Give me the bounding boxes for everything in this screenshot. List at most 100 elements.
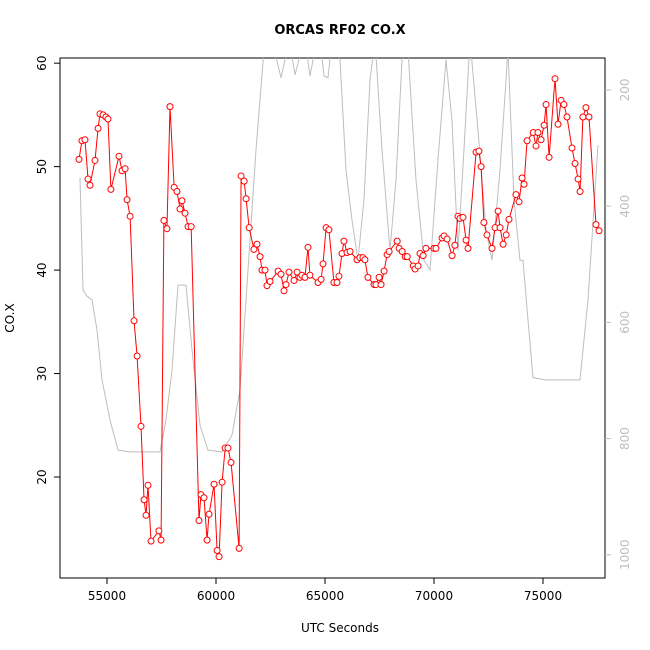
point	[448, 252, 456, 260]
point	[277, 270, 285, 278]
point	[480, 219, 488, 227]
point	[464, 244, 472, 252]
point	[94, 124, 102, 132]
point	[266, 277, 274, 285]
point	[403, 253, 411, 261]
point	[499, 240, 507, 248]
point	[502, 231, 510, 239]
point	[335, 272, 343, 280]
point	[245, 224, 253, 232]
point	[133, 352, 141, 360]
point	[443, 235, 451, 243]
point	[250, 245, 258, 253]
point	[380, 267, 388, 275]
point	[393, 237, 401, 245]
point	[218, 478, 226, 486]
y2-tick-label: 600	[618, 311, 632, 334]
point	[86, 181, 94, 189]
point	[451, 241, 459, 249]
point	[137, 422, 145, 430]
point	[554, 120, 562, 128]
y2-tick-label: 800	[618, 427, 632, 450]
point	[340, 237, 348, 245]
point	[282, 281, 290, 289]
point	[518, 174, 526, 182]
point	[285, 268, 293, 276]
point	[377, 281, 385, 289]
point	[142, 511, 150, 519]
plot-frame	[59, 57, 606, 579]
point	[505, 215, 513, 223]
point	[115, 152, 123, 160]
plot-area	[75, 58, 603, 561]
point	[483, 231, 491, 239]
x-tick-label: 65000	[306, 589, 344, 603]
point	[205, 510, 213, 518]
point	[595, 227, 603, 235]
y2-tick-label: 1000	[618, 539, 632, 570]
point	[163, 225, 171, 233]
point	[537, 136, 545, 144]
point	[515, 198, 523, 206]
point	[551, 75, 559, 83]
point	[181, 209, 189, 217]
point	[414, 262, 422, 270]
x-axis-label: UTC Seconds	[301, 621, 379, 635]
point	[560, 101, 568, 109]
point	[592, 221, 600, 229]
point	[227, 459, 235, 467]
point	[293, 268, 301, 276]
point	[91, 156, 99, 164]
chart-title: ORCAS RF02 CO.X	[274, 23, 405, 38]
y-tick-label: 40	[35, 262, 49, 277]
x-tick-label: 60000	[197, 589, 235, 603]
point	[240, 177, 248, 185]
point	[290, 276, 298, 284]
point	[520, 180, 528, 188]
point	[319, 260, 327, 268]
point	[126, 212, 134, 220]
point	[563, 113, 571, 121]
point	[346, 247, 354, 255]
series-line	[79, 58, 599, 453]
point	[540, 121, 548, 129]
point	[462, 236, 470, 244]
point	[200, 494, 208, 502]
point	[195, 516, 203, 524]
point	[432, 244, 440, 252]
point	[187, 223, 195, 231]
x-tick-label: 75000	[524, 589, 562, 603]
point	[576, 187, 584, 195]
point	[542, 101, 550, 109]
point	[166, 103, 174, 111]
point	[155, 527, 163, 535]
point	[261, 266, 269, 274]
point	[242, 195, 250, 203]
y-axis-label: CO.X	[3, 303, 17, 332]
point	[494, 207, 502, 215]
point	[459, 213, 467, 221]
y-tick-label: 50	[35, 159, 49, 174]
point	[532, 142, 540, 150]
y-tick-label: 20	[35, 469, 49, 484]
point	[130, 317, 138, 325]
point	[534, 128, 542, 136]
point	[477, 163, 485, 171]
point	[215, 553, 223, 561]
point	[385, 247, 393, 255]
point	[235, 544, 243, 552]
point	[121, 165, 129, 173]
point	[224, 444, 232, 452]
point	[574, 175, 582, 183]
point	[203, 536, 211, 544]
point	[104, 115, 112, 123]
point	[361, 256, 369, 264]
point	[147, 537, 155, 545]
x-tick-label: 70000	[415, 589, 453, 603]
point	[317, 275, 325, 283]
point	[398, 247, 406, 255]
x-tick-label: 55000	[88, 589, 126, 603]
point	[81, 136, 89, 144]
point	[496, 224, 504, 232]
point	[582, 104, 590, 112]
